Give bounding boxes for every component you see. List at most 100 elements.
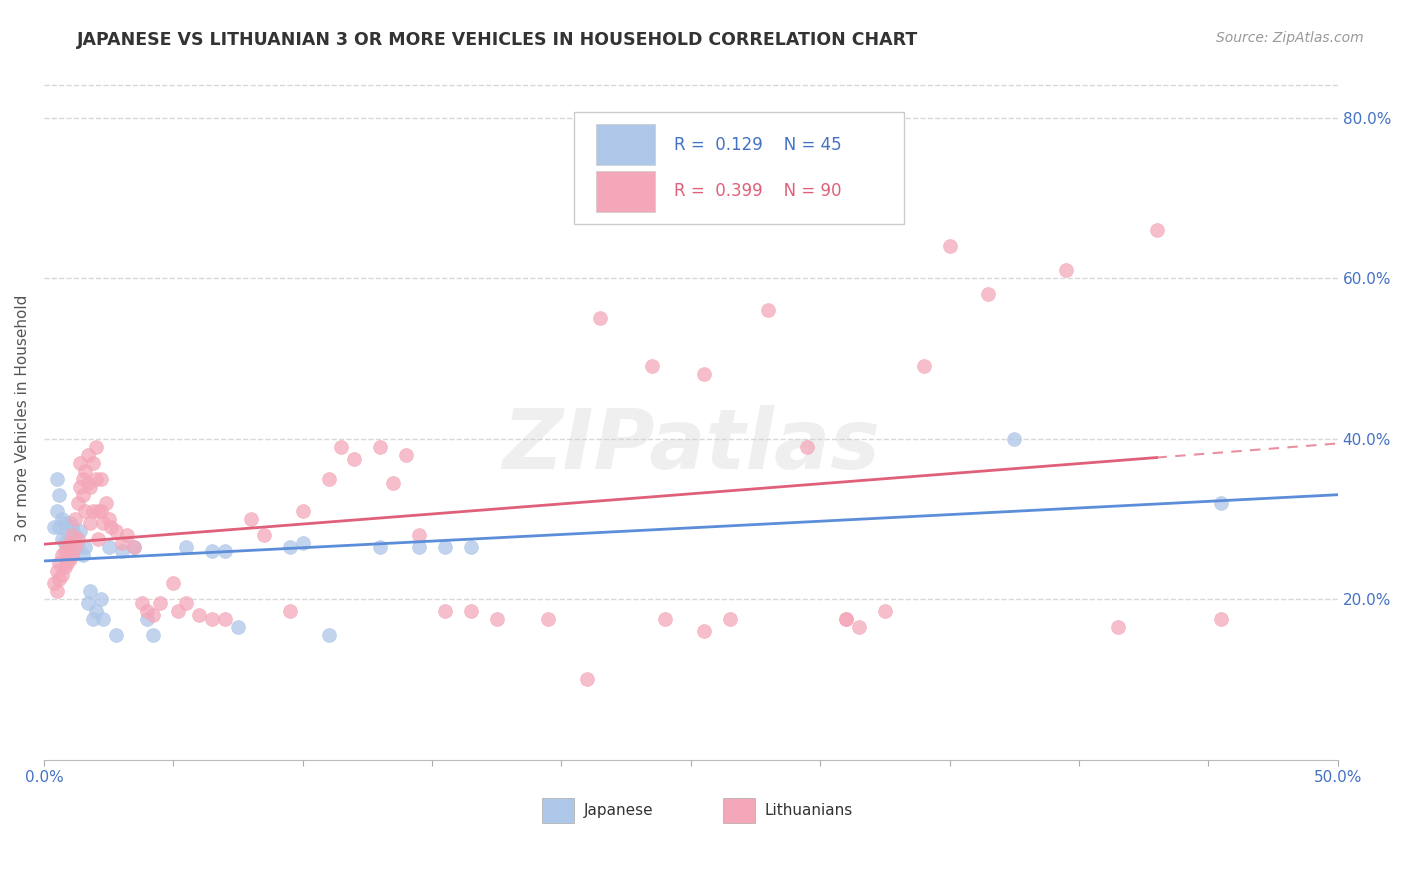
Point	[45, 564, 67, 578]
Point	[63, 512, 86, 526]
Point	[69, 456, 91, 470]
Point	[433, 540, 456, 554]
Point	[188, 608, 211, 623]
Point	[97, 540, 120, 554]
Point	[537, 612, 560, 626]
Point	[84, 604, 107, 618]
Point	[395, 448, 418, 462]
Text: Lithuanians: Lithuanians	[765, 803, 853, 818]
Point	[460, 604, 482, 618]
Point	[124, 540, 146, 554]
Point	[848, 620, 870, 634]
Point	[408, 528, 430, 542]
Point	[59, 536, 82, 550]
Text: R =  0.129    N = 45: R = 0.129 N = 45	[673, 136, 842, 153]
Point	[45, 472, 67, 486]
Point	[44, 520, 66, 534]
Point	[368, 540, 391, 554]
Point	[239, 512, 262, 526]
Point	[79, 516, 101, 530]
Point	[692, 368, 714, 382]
Point	[149, 596, 172, 610]
Point	[93, 612, 115, 626]
Point	[45, 584, 67, 599]
Point	[278, 540, 301, 554]
Bar	[596, 124, 655, 165]
Point	[174, 596, 197, 610]
Text: Japanese: Japanese	[583, 803, 652, 818]
Point	[82, 456, 104, 470]
Point	[53, 516, 76, 530]
Point	[1211, 496, 1233, 510]
Point	[56, 540, 79, 554]
Point	[167, 604, 190, 618]
Point	[330, 440, 353, 454]
Point	[82, 612, 104, 626]
Point	[45, 504, 67, 518]
Point	[174, 540, 197, 554]
Point	[59, 552, 82, 566]
Point	[84, 472, 107, 486]
Point	[692, 624, 714, 639]
Point	[835, 612, 858, 626]
Point	[226, 620, 249, 634]
Point	[48, 520, 70, 534]
Point	[51, 548, 73, 562]
Point	[59, 536, 82, 550]
Point	[214, 544, 236, 558]
Point	[758, 303, 780, 318]
Point	[110, 536, 132, 550]
Point	[69, 480, 91, 494]
Point	[56, 524, 79, 538]
Y-axis label: 3 or more Vehicles in Household: 3 or more Vehicles in Household	[15, 295, 30, 542]
Point	[142, 628, 165, 642]
Point	[90, 472, 112, 486]
Point	[75, 540, 97, 554]
Point	[1211, 612, 1233, 626]
Point	[100, 520, 122, 534]
Point	[69, 524, 91, 538]
Point	[72, 488, 94, 502]
Point	[90, 504, 112, 518]
Point	[201, 544, 224, 558]
Point	[214, 612, 236, 626]
Point	[718, 612, 741, 626]
Point	[433, 604, 456, 618]
Point	[53, 544, 76, 558]
Point	[131, 596, 153, 610]
Point	[654, 612, 676, 626]
Point	[796, 440, 818, 454]
Text: JAPANESE VS LITHUANIAN 3 OR MORE VEHICLES IN HOUSEHOLD CORRELATION CHART: JAPANESE VS LITHUANIAN 3 OR MORE VEHICLE…	[77, 31, 918, 49]
Point	[66, 540, 89, 554]
Point	[56, 544, 79, 558]
Point	[63, 540, 86, 554]
Point	[136, 604, 159, 618]
Point	[105, 628, 128, 642]
Point	[77, 448, 100, 462]
Point	[56, 556, 79, 570]
Point	[485, 612, 508, 626]
Text: Source: ZipAtlas.com: Source: ZipAtlas.com	[1216, 31, 1364, 45]
Point	[90, 592, 112, 607]
Point	[53, 560, 76, 574]
Point	[75, 464, 97, 478]
Point	[278, 604, 301, 618]
Bar	[723, 798, 755, 823]
Point	[1107, 620, 1129, 634]
Point	[94, 496, 117, 510]
Point	[77, 596, 100, 610]
FancyBboxPatch shape	[574, 112, 904, 224]
Point	[51, 568, 73, 582]
Point	[53, 536, 76, 550]
Point	[343, 451, 366, 466]
Point	[77, 475, 100, 490]
Point	[142, 608, 165, 623]
Point	[105, 524, 128, 538]
Point	[51, 532, 73, 546]
Point	[51, 512, 73, 526]
Bar	[541, 798, 574, 823]
Point	[977, 287, 1000, 301]
Point	[60, 520, 83, 534]
Point	[60, 548, 83, 562]
Point	[124, 540, 146, 554]
